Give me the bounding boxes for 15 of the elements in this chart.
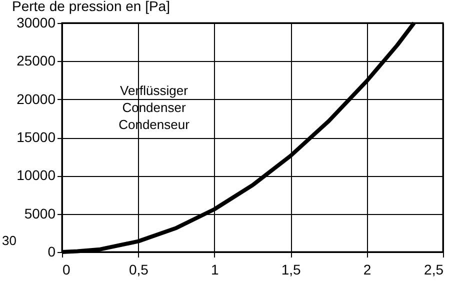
- x-tick-label: 0: [62, 262, 70, 278]
- y-tick-label: 5000: [24, 205, 56, 222]
- x-tick-label: 1: [211, 262, 219, 278]
- x-tick-label: 0,5: [128, 262, 149, 278]
- text: 30: [2, 233, 16, 248]
- x-tick-label: 2,5: [424, 262, 444, 278]
- y-tick-label: 10000: [16, 167, 56, 184]
- x-tick-label: 1,5: [281, 262, 302, 278]
- y-tick-label: 25000: [16, 52, 56, 69]
- x-tick-label: 2: [363, 262, 372, 278]
- y-tick-label: 15000: [16, 129, 56, 145]
- y-tick-label: 20000: [16, 90, 56, 107]
- y-tick-label: 30000: [16, 14, 56, 30]
- y-tick-label: 0: [48, 244, 56, 260]
- chart-title: Perte de pression en [Pa]: [12, 0, 170, 14]
